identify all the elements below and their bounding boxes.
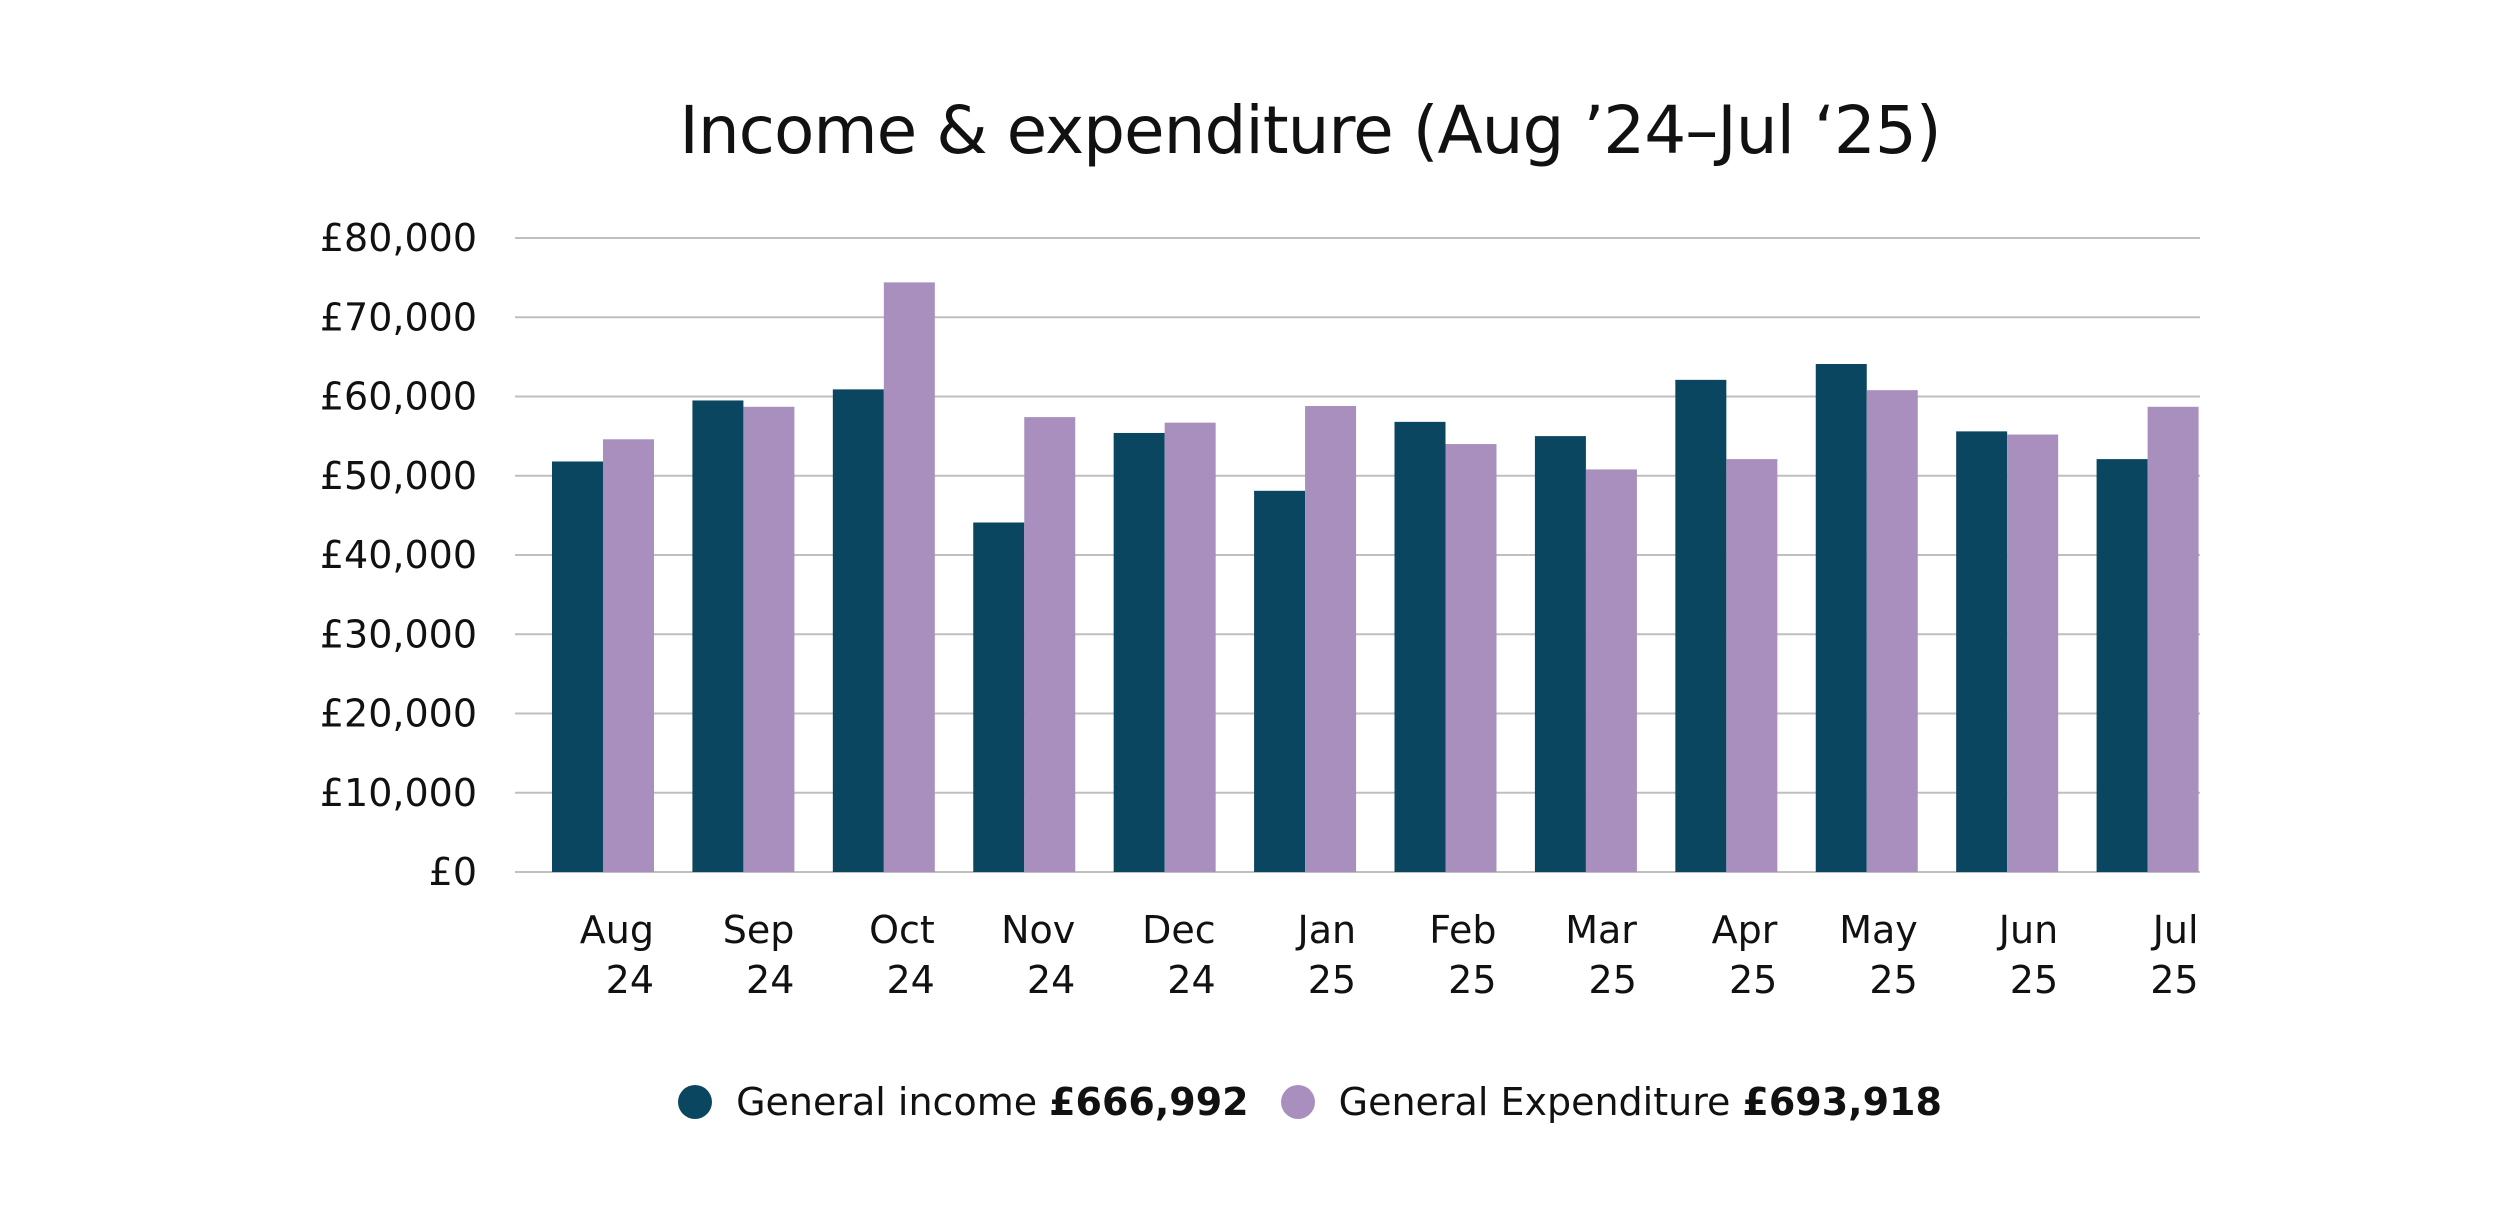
legend-item-income: General income £666,992 bbox=[678, 1080, 1249, 1124]
x-tick-label-year: 25 bbox=[1308, 958, 1356, 1002]
chart-legend: General income £666,992 General Expendit… bbox=[0, 1080, 2500, 1124]
income-bar bbox=[692, 400, 744, 872]
x-tick-label-year: 24 bbox=[746, 958, 794, 1002]
x-tick-label-year: 24 bbox=[606, 958, 654, 1002]
expenditure-bar bbox=[1305, 406, 1357, 872]
x-tick-label-year: 25 bbox=[1448, 958, 1496, 1002]
expenditure-bar bbox=[1445, 444, 1497, 872]
x-tick-label-year: 24 bbox=[1167, 958, 1215, 1002]
expenditure-bar bbox=[603, 439, 654, 872]
income-bar bbox=[1394, 421, 1446, 872]
x-tick-label-month: Mar bbox=[1565, 908, 1637, 952]
income-bar bbox=[1675, 379, 1727, 872]
y-tick-label: £50,000 bbox=[320, 454, 477, 498]
income-bar bbox=[832, 389, 884, 872]
x-tick-label-month: Feb bbox=[1429, 908, 1496, 952]
chart-title-period: (Aug ’24–Jul ‘25) bbox=[1412, 92, 1942, 169]
x-tick-label-month: Aug bbox=[580, 908, 654, 952]
y-tick-label: £80,000 bbox=[320, 216, 477, 260]
expenditure-bar bbox=[2007, 434, 2059, 872]
income-bar bbox=[552, 461, 603, 872]
expenditure-bar bbox=[1585, 469, 1637, 872]
expenditure-bar bbox=[1024, 417, 1076, 872]
income-bar bbox=[1113, 432, 1165, 872]
x-tick-label-month: May bbox=[1839, 908, 1918, 952]
expenditure-bar bbox=[883, 282, 935, 872]
y-tick-label: £30,000 bbox=[320, 612, 477, 656]
x-tick-label-month: Sep bbox=[723, 908, 795, 952]
x-tick-label-year: 25 bbox=[2010, 958, 2058, 1002]
x-tick-label-year: 25 bbox=[1869, 958, 1917, 1002]
expenditure-bar bbox=[2147, 406, 2199, 872]
expenditure-bar bbox=[1164, 422, 1216, 872]
x-tick-label-year: 25 bbox=[1589, 958, 1637, 1002]
x-tick-label-month: Jun bbox=[1997, 908, 2058, 952]
income-bar bbox=[1534, 436, 1586, 872]
legend-total-expenditure: £693,918 bbox=[1742, 1080, 1942, 1124]
y-tick-label: £40,000 bbox=[320, 533, 477, 577]
y-tick-label: £10,000 bbox=[320, 771, 477, 815]
x-tick-label-year: 24 bbox=[886, 958, 934, 1002]
x-tick-label-month: Jan bbox=[1296, 908, 1357, 952]
x-tick-label-month: Nov bbox=[1001, 908, 1075, 952]
x-tick-label-year: 24 bbox=[1027, 958, 1075, 1002]
expenditure-bar bbox=[1726, 459, 1778, 872]
x-tick-label-month: Dec bbox=[1142, 908, 1216, 952]
income-bar bbox=[2096, 459, 2148, 872]
legend-swatch-income bbox=[678, 1085, 713, 1119]
chart-title-main: Income & expenditure bbox=[679, 92, 1393, 169]
x-tick-label-month: Oct bbox=[869, 908, 935, 952]
x-tick-label-year: 25 bbox=[1729, 958, 1777, 1002]
y-tick-label: £0 bbox=[429, 850, 477, 894]
income-bar bbox=[1956, 431, 2008, 872]
legend-total-income: £666,992 bbox=[1049, 1080, 1249, 1124]
legend-label-income: General income bbox=[736, 1080, 1038, 1124]
income-bar bbox=[1815, 364, 1867, 872]
y-tick-label: £70,000 bbox=[320, 295, 477, 339]
expenditure-bar bbox=[743, 406, 795, 872]
legend-swatch-expenditure bbox=[1280, 1085, 1315, 1119]
x-tick-label-month: Jul bbox=[2151, 908, 2199, 952]
x-tick-label-year: 25 bbox=[2150, 958, 2198, 1002]
y-tick-label: £20,000 bbox=[320, 692, 477, 736]
expenditure-bar bbox=[1866, 390, 1918, 872]
y-tick-label: £60,000 bbox=[320, 375, 477, 419]
chart-title: Income & expenditure (Aug ’24–Jul ‘25) bbox=[0, 92, 2500, 169]
income-bar bbox=[973, 522, 1025, 872]
income-bar bbox=[1254, 490, 1306, 872]
legend-label-expenditure: General Expenditure bbox=[1338, 1080, 1731, 1124]
legend-item-expenditure: General Expenditure £693,918 bbox=[1280, 1080, 1942, 1124]
x-tick-label-month: Apr bbox=[1712, 908, 1778, 952]
